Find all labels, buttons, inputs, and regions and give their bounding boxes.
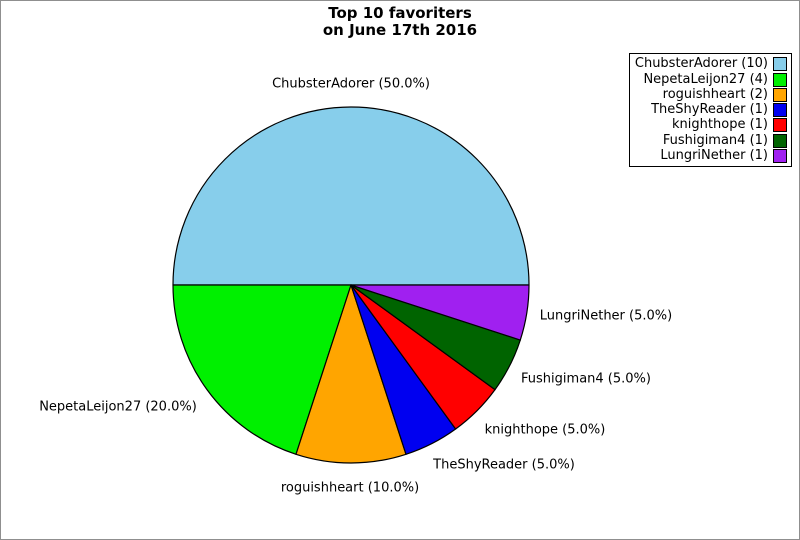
slice-label-roguishheart: roguishheart (10.0%) [280, 480, 420, 496]
legend-item-label: LungriNether (1) [660, 147, 768, 163]
chart-title-line1: Top 10 favoriters [328, 4, 472, 22]
legend-item-label: Fushigiman4 (1) [662, 132, 768, 148]
pie-slice-roguishheart [295, 284, 407, 464]
legend-item-roguishheart: roguishheart (2) [634, 86, 787, 102]
slice-label-knighthope: knighthope (5.0%) [484, 422, 606, 438]
pie-slice-ChubsterAdorer [172, 106, 530, 286]
chart-title: Top 10 favoriters on June 17th 2016 [1, 5, 799, 39]
legend-item-ChubsterAdorer: ChubsterAdorer (10) [634, 56, 787, 72]
legend-item-label: ChubsterAdorer (10) [634, 56, 768, 72]
legend-item-knighthope: knighthope (1) [634, 117, 787, 133]
legend-item-TheShyReader: TheShyReader (1) [634, 103, 787, 117]
pie-slice-NepetaLeijon27 [172, 284, 352, 455]
legend-item-label: TheShyReader (1) [651, 102, 768, 117]
legend: ChubsterAdorer (10) NepetaLeijon27 (4) rog… [629, 53, 792, 167]
legend-swatch [773, 72, 787, 87]
legend-swatch [773, 103, 787, 117]
slice-label-TheShyReader: TheShyReader (5.0%) [433, 457, 575, 473]
legend-swatch [773, 148, 787, 163]
legend-item-label: NepetaLeijon27 (4) [643, 71, 768, 87]
legend-swatch [773, 133, 787, 148]
legend-swatch [773, 118, 787, 133]
legend-item-LungriNether: LungriNether (1) [634, 147, 787, 163]
chart-title-line2: on June 17th 2016 [322, 21, 478, 39]
legend-item-NepetaLeijon27: NepetaLeijon27 (4) [634, 71, 787, 87]
legend-swatch [773, 57, 787, 72]
legend-item-Fushigiman4: Fushigiman4 (1) [634, 132, 787, 148]
slice-label-Fushigiman4: Fushigiman4 (5.0%) [521, 371, 651, 387]
legend-item-label: roguishheart (2) [662, 86, 768, 102]
slice-label-ChubsterAdorer: ChubsterAdorer (50.0%) [272, 76, 430, 92]
pie-slice-LungriNether [350, 284, 530, 341]
legend-swatch [773, 87, 787, 102]
slice-label-LungriNether: LungriNether (5.0%) [539, 308, 673, 324]
slice-label-NepetaLeijon27: NepetaLeijon27 (20.0%) [39, 399, 197, 415]
legend-item-label: knighthope (1) [672, 117, 768, 133]
